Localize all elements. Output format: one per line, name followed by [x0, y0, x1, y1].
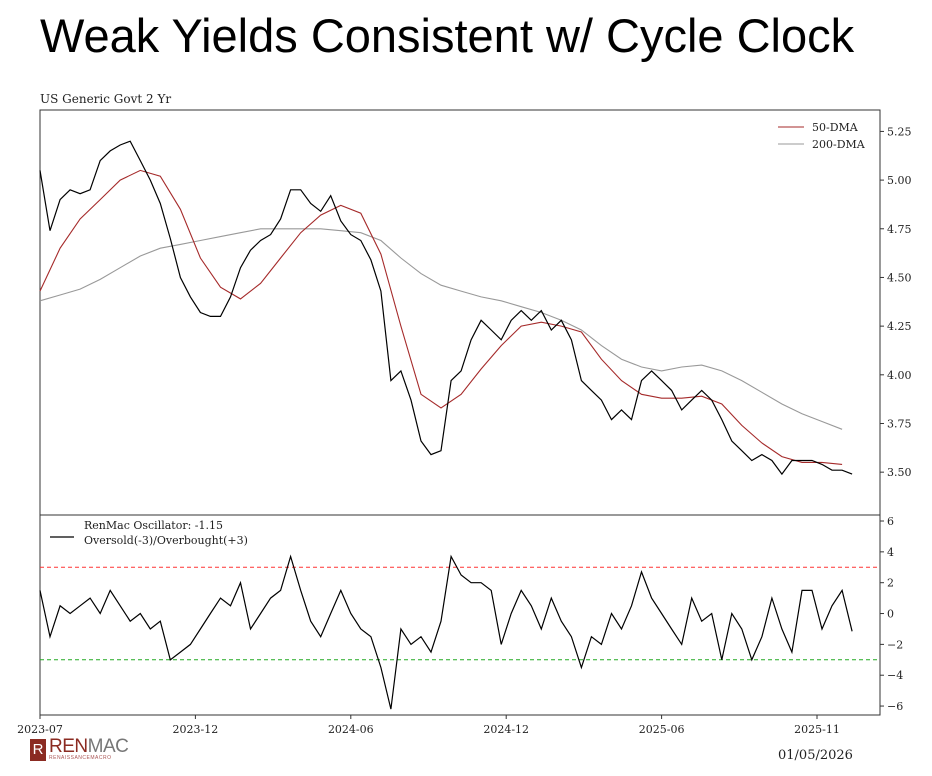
logo-text-mac: MAC: [87, 736, 129, 757]
y-tick-label: 3.50: [887, 466, 912, 479]
series-us-generic-govt-2-yr: [39, 140, 853, 476]
logo-text-ren: REN: [49, 736, 88, 757]
y-tick-label: −6: [887, 700, 903, 713]
slide-title: Weak Yields Consistent w/ Cycle Clock: [40, 9, 855, 62]
x-tick-label: 2023-12: [173, 723, 219, 736]
series-200-dma: [39, 228, 843, 430]
legend-threshold-label: Oversold(-3)/Overbought(+3): [84, 534, 248, 547]
plot-frame-0: [39, 109, 881, 516]
y-tick-label: 4.50: [887, 271, 912, 284]
x-tick-label: 2023-07: [17, 723, 63, 736]
date-label: 01/05/2026: [778, 748, 853, 763]
legend-200dma-label: 200-DMA: [812, 138, 866, 151]
x-tick-label: 2025-11: [794, 723, 840, 736]
renmac-logo: R RENMAC RENAISSANCEMACRO: [30, 736, 129, 761]
y-tick-label: 4: [887, 546, 894, 559]
y-tick-label: 6: [887, 515, 894, 528]
y-tick-label: −2: [887, 638, 903, 651]
y-tick-label: 4.75: [887, 223, 912, 236]
x-tick-label: 2024-12: [483, 723, 529, 736]
x-tick-label: 2025-06: [639, 723, 685, 736]
logo-subtext: RENAISSANCEMACRO: [49, 755, 112, 761]
series-50-dma: [39, 169, 843, 465]
y-tick-label: 4.25: [887, 320, 912, 333]
y-tick-label: 5.00: [887, 174, 912, 187]
legend-50dma-label: 50-DMA: [812, 121, 859, 134]
y-tick-label: 3.75: [887, 417, 912, 430]
y-tick-label: 2: [887, 577, 894, 590]
y-tick-label: 5.25: [887, 125, 912, 138]
x-tick-label: 2024-06: [328, 723, 374, 736]
legend-oscillator-label: RenMac Oscillator: -1.15: [84, 519, 223, 532]
series-renmac-oscillator: [39, 554, 853, 710]
chart-title: US Generic Govt 2 Yr: [40, 92, 172, 106]
plot-frame-1: [39, 514, 881, 716]
y-tick-label: −4: [887, 669, 903, 682]
y-tick-label: 0: [887, 608, 894, 621]
y-tick-label: 4.00: [887, 369, 912, 382]
logo-mark-icon: R: [30, 738, 46, 761]
